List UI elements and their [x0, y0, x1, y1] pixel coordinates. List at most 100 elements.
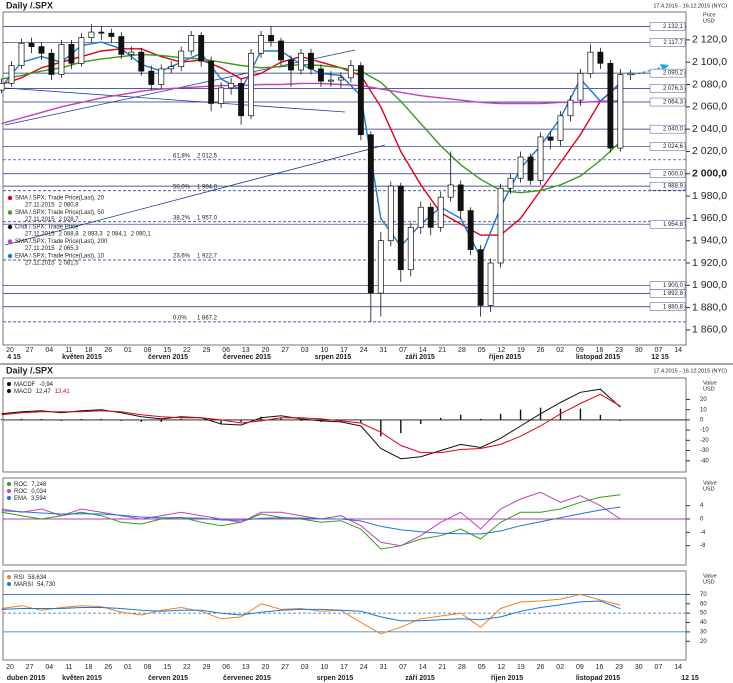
x-tick-label: 04 — [45, 347, 53, 354]
legend-icon — [7, 389, 11, 393]
level-box — [649, 124, 686, 134]
x-tick-label: 26 — [537, 347, 545, 354]
x-tick-label: 27 — [26, 347, 34, 354]
candle-body — [0, 83, 5, 91]
trend-line — [4, 144, 386, 246]
axis-label: USD — [703, 18, 715, 24]
x-tick-label: 14 — [419, 664, 427, 671]
legend-value: 2 084,1 — [107, 231, 128, 237]
candle-body — [168, 66, 175, 70]
x-tick-label: 16 — [596, 347, 604, 354]
candle-body — [577, 73, 584, 101]
roc-panel — [2, 477, 687, 566]
candle-body — [308, 52, 314, 70]
month-label: červenec 2015 — [223, 675, 271, 682]
legend-entry: SMA /.SPX; Trade Price(Last), 20 — [15, 196, 105, 202]
price-panel — [2, 11, 687, 346]
x-tick-label: 28 — [458, 347, 466, 354]
x-tick-label: 07 — [399, 347, 407, 354]
y-tick-label: 2 020,0 — [692, 145, 727, 157]
x-tick-label: 03 — [301, 664, 309, 671]
candle-body — [497, 187, 504, 264]
legend-entry: EMA 3,594 — [14, 496, 47, 502]
fib-value: 1 922,7 — [197, 254, 218, 260]
legend-icon — [7, 210, 13, 215]
x-tick-label: 06 — [222, 664, 230, 671]
axis-label: USD — [703, 386, 715, 392]
x-tick-label: 13 — [242, 347, 250, 354]
level-box — [649, 302, 686, 311]
legend-value: 2 093,3 — [83, 231, 104, 237]
level-box — [649, 169, 686, 178]
legend-value: 27.11.2015 — [25, 246, 55, 252]
x-tick-label: 14 — [674, 664, 682, 671]
x-tick-label: 04 — [45, 664, 53, 671]
x-tick-label: 24 — [360, 347, 368, 354]
x-tick-label: 09 — [576, 347, 584, 354]
indicator-line — [1, 393, 621, 454]
month-label: červen 2015 — [148, 354, 188, 361]
y-tick-label: 0 — [700, 517, 704, 523]
legend-value: 2 088,8 — [59, 231, 80, 237]
x-tick-label: 13 — [242, 664, 250, 671]
legend-entry: SMA /.SPX; Trade Price(Last), 50 — [15, 210, 105, 216]
y-tick-label: -4 — [700, 530, 706, 536]
candle-body — [8, 65, 15, 84]
indicator-line — [1, 600, 621, 622]
candle-body — [248, 52, 255, 117]
candle-body — [367, 134, 374, 294]
x-tick-label: 19 — [517, 664, 525, 671]
candle-body — [278, 40, 284, 61]
y-tick-label: 50 — [700, 611, 707, 617]
axis-label: Value — [703, 380, 717, 386]
candle-body — [258, 35, 265, 54]
legend-value: 0,034 — [31, 489, 47, 495]
x-tick-label: 10 — [321, 664, 329, 671]
month-label: srpen 2015 — [315, 354, 352, 361]
legend-icon — [7, 195, 13, 201]
month-label: 12 15 — [681, 675, 699, 682]
y-tick-label: -20 — [700, 438, 709, 444]
arrow-line — [632, 66, 665, 76]
month-label: listopad 2015 — [576, 675, 620, 682]
month-label: 4 15 — [7, 354, 21, 361]
y-tick-label: 1 860,0 — [692, 324, 727, 336]
candle-body — [88, 31, 95, 39]
legend-value: 12,47 — [36, 389, 52, 395]
candle-body — [28, 42, 35, 47]
panel-subtitle: 17.4.2015 - 16.12.2015 (NYC) — [653, 368, 727, 374]
candle-body — [437, 196, 444, 228]
fib-value: 1 957,0 — [197, 215, 218, 221]
x-tick-label: 02 — [556, 664, 564, 671]
legend-value: 27.11.2015 — [25, 231, 55, 237]
candle-body — [228, 83, 235, 89]
axis-label: USD — [703, 486, 715, 492]
level-box — [649, 142, 686, 151]
x-tick-label: 11 — [65, 664, 72, 671]
x-tick-label: 12 — [497, 664, 505, 671]
trend-line — [4, 87, 346, 113]
x-tick-label: 23 — [615, 347, 623, 354]
candle-body — [537, 136, 544, 181]
level-box — [649, 97, 686, 107]
legend-icon — [7, 382, 11, 386]
x-tick-label: 24 — [360, 664, 368, 671]
panel-title: Daily /.SPX — [6, 365, 53, 375]
candle-body — [627, 72, 634, 76]
y-tick-label: 30 — [700, 629, 707, 635]
legend-entry: MACDF -0,94 — [14, 382, 54, 388]
x-tick-label: 15 — [163, 664, 171, 671]
y-tick-label: 1 880,0 — [692, 301, 727, 313]
level-box — [649, 84, 686, 93]
candle-body — [427, 206, 434, 228]
x-tick-label: 05 — [478, 347, 486, 354]
legend-name: MACD — [14, 389, 32, 395]
candle-body — [387, 185, 394, 242]
level-label: 2 090,2 — [663, 71, 684, 77]
candle-body — [128, 51, 135, 55]
x-tick-label: 26 — [104, 664, 112, 671]
candle-body — [507, 177, 514, 189]
level-label: 2 132,1 — [663, 24, 684, 30]
x-tick-label: 29 — [203, 664, 211, 671]
